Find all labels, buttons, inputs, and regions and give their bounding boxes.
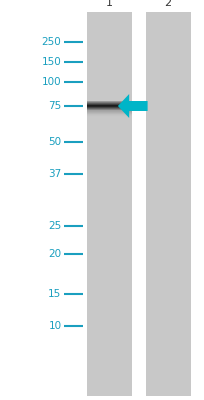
Text: 2: 2 [164,0,171,8]
Bar [87,12,132,396]
Text: 20: 20 [48,249,61,259]
Text: 150: 150 [42,57,61,67]
Text: 75: 75 [48,101,61,111]
Bar [145,12,190,396]
Text: 15: 15 [48,289,61,299]
Polygon shape [117,94,147,118]
Text: 50: 50 [48,137,61,147]
Text: 100: 100 [42,77,61,87]
Text: 25: 25 [48,221,61,231]
Text: 10: 10 [48,321,61,331]
Text: 250: 250 [42,37,61,47]
Text: 37: 37 [48,169,61,179]
Text: 1: 1 [106,0,113,8]
